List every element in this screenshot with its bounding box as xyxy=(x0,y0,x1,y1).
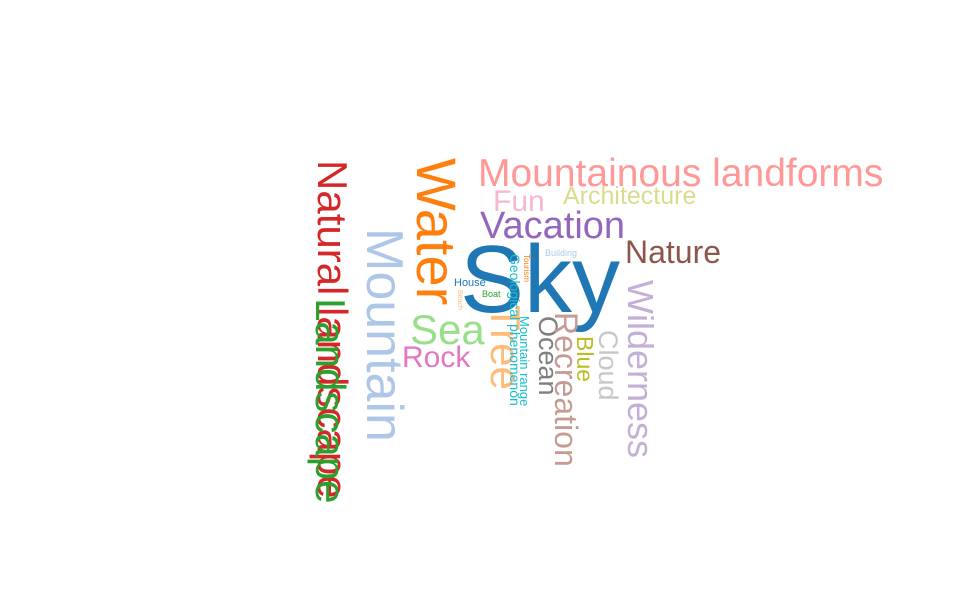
word-landscape: Landscape xyxy=(307,298,354,504)
word-vacation: Vacation xyxy=(480,205,626,247)
word-recreation: Recreation xyxy=(548,312,584,467)
word-ocean: Ocean xyxy=(533,316,563,396)
word-wilderness: Wilderness xyxy=(620,280,661,459)
word-blue: Blue xyxy=(572,336,598,383)
word-mountain-range: Mountain range xyxy=(517,316,532,407)
word-natural-landscape: Natural landscape xyxy=(309,160,356,499)
word-water: Water xyxy=(405,158,468,306)
word-nature: Nature xyxy=(625,234,722,270)
word-fun: Fun xyxy=(493,185,545,218)
word-geological-phenomenon: Geological phenomenon xyxy=(507,254,523,406)
word-architecture: Architecture xyxy=(563,182,697,210)
word-sky: Sky xyxy=(460,226,621,333)
word-sea: Sea xyxy=(410,306,485,353)
word-tree: Tree xyxy=(482,305,529,390)
word-tourism: Tourism xyxy=(522,254,531,283)
word-cloud: Cloud xyxy=(593,330,623,401)
word-mountain: Mountain xyxy=(355,228,413,442)
word-mountainous-landforms: Mountainous landforms xyxy=(478,152,884,195)
word-building: Building xyxy=(545,248,578,258)
word-beach: Beach xyxy=(456,290,463,310)
word-house: House xyxy=(454,277,486,289)
word-rock: Rock xyxy=(402,341,471,374)
word-boat: Boat xyxy=(482,289,501,299)
